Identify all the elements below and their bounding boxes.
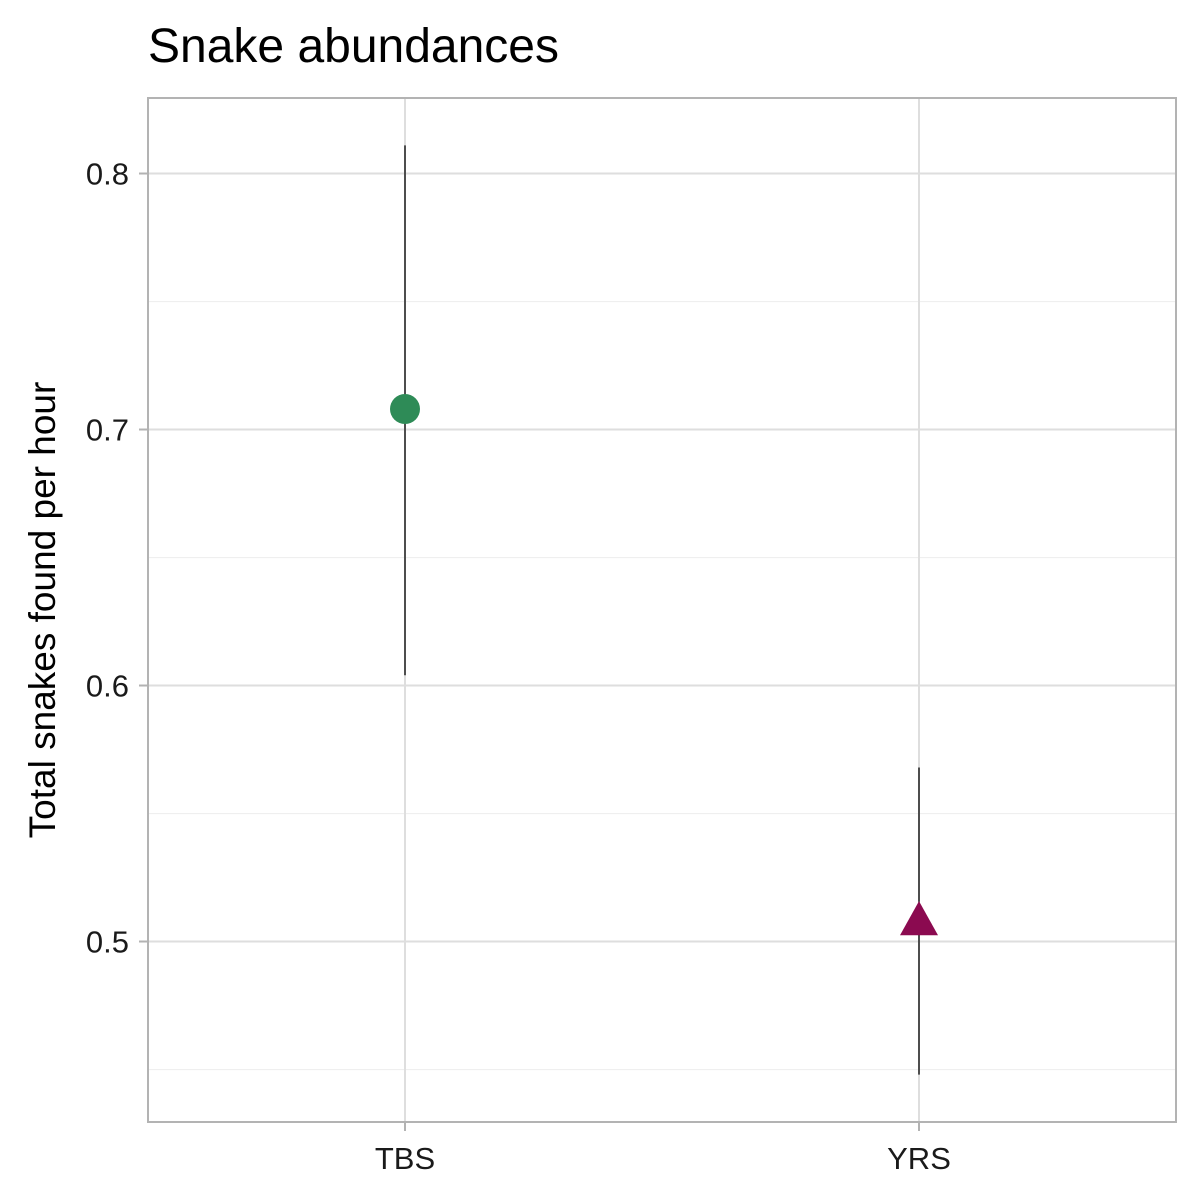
chart-title: Snake abundances [148,20,559,73]
y-tick-label: 0.5 [86,925,129,960]
x-tick-label-tbs: TBS [375,1141,435,1176]
plot-panel [147,97,1177,1123]
data-point-tbs [390,394,420,425]
x-tick-label-yrs: YRS [887,1141,951,1176]
data-point-yrs [900,901,938,936]
y-axis-title: Total snakes found per hour [22,382,63,839]
y-tick-label: 0.8 [86,157,129,192]
y-tick-label: 0.6 [86,669,129,704]
panel-border [147,97,1177,1123]
y-tick-label: 0.7 [86,413,129,448]
